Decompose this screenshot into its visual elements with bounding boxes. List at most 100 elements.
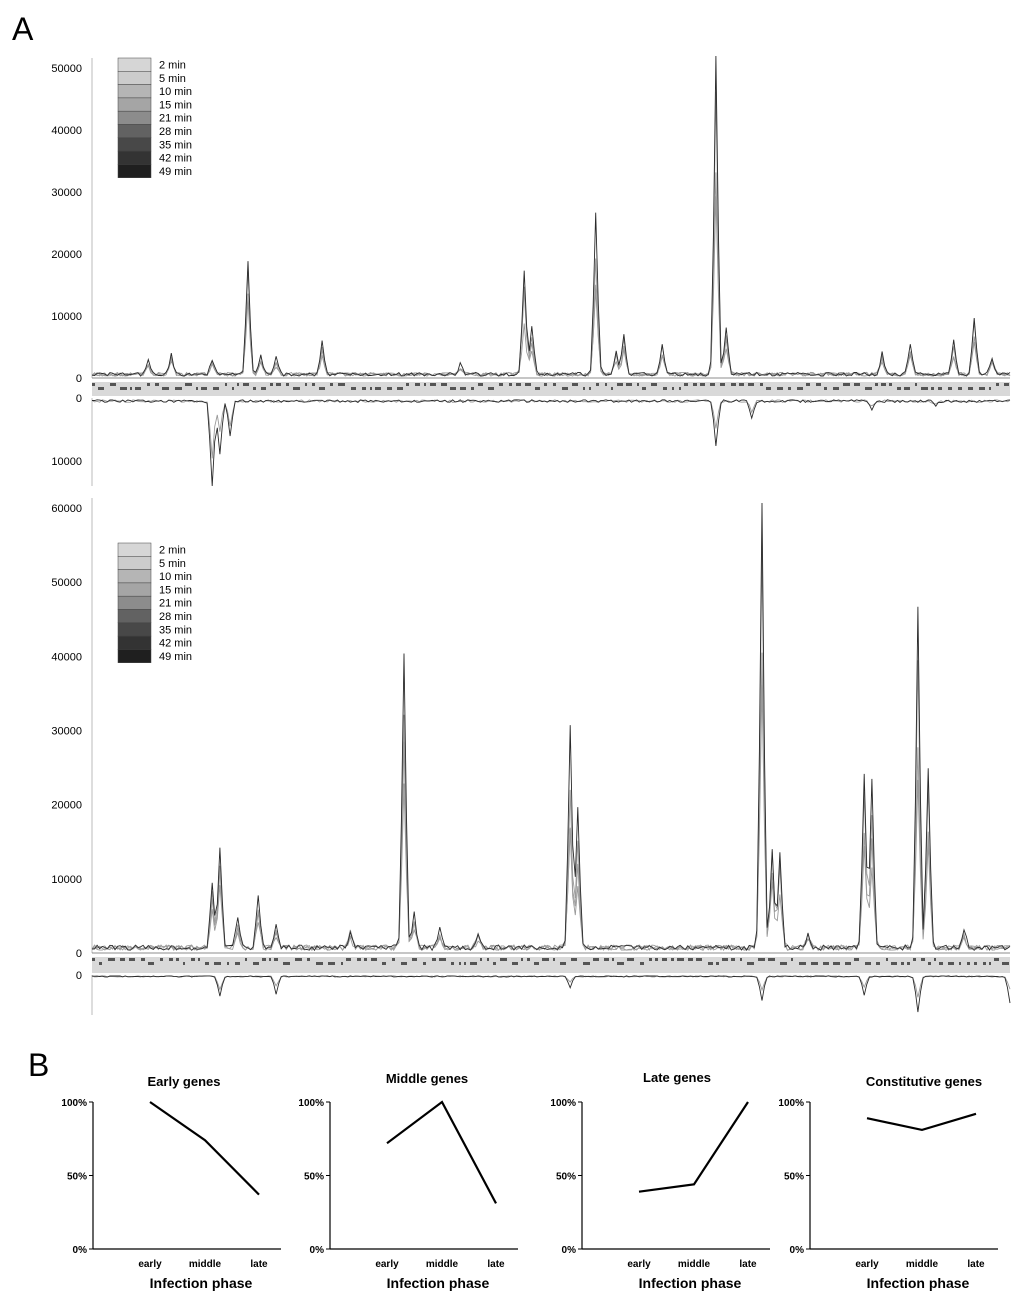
gene-mark: [328, 962, 335, 965]
gene-mark: [708, 962, 713, 965]
legend-swatch: [117, 569, 152, 584]
gene-mark: [611, 387, 613, 390]
gene-chart-title: Late genes: [643, 1070, 711, 1085]
gene-mark: [983, 962, 986, 965]
legend-swatch: [117, 150, 152, 165]
gene-mark: [382, 962, 386, 965]
gene-mark: [994, 958, 999, 961]
gene-mark: [196, 387, 198, 390]
gene-mark: [227, 962, 229, 965]
y-tick-label: 100%: [550, 1098, 576, 1109]
legend-label: 42 min: [159, 153, 192, 165]
gene-mark: [245, 958, 247, 961]
legend-label: 2 min: [159, 60, 186, 72]
y-tick-label: 0%: [310, 1245, 325, 1256]
legend-label: 49 min: [159, 651, 192, 663]
y-tick-label: 10000: [51, 874, 82, 886]
gene-mark: [375, 387, 381, 390]
gene-mark: [544, 383, 547, 386]
y-tick-label: 40000: [51, 651, 82, 663]
gene-mark: [261, 387, 266, 390]
x-tick-label: early: [627, 1259, 651, 1270]
gene-mark: [225, 383, 227, 386]
gene-mark: [293, 387, 300, 390]
gene-mark: [237, 383, 239, 386]
gene-mark: [663, 387, 667, 390]
x-tick-label: late: [739, 1259, 757, 1270]
gene-mark: [596, 383, 599, 386]
gene-mark: [295, 958, 302, 961]
gene-mark: [811, 962, 818, 965]
gene-mark: [642, 387, 646, 390]
gene-mark: [464, 962, 466, 965]
gene-mark: [415, 383, 420, 386]
legend-label: 28 min: [159, 611, 192, 623]
gene-mark: [183, 962, 185, 965]
legend-swatch: [117, 556, 152, 570]
legend-swatch: [117, 635, 152, 650]
gene-mark: [1002, 962, 1009, 965]
y-tick-label: 40000: [51, 125, 82, 137]
gene-mark: [512, 962, 518, 965]
gene-mark: [319, 387, 325, 390]
gene-mark: [731, 958, 735, 961]
gene-mark: [854, 383, 860, 386]
gene-mark: [406, 383, 409, 386]
legend-swatch: [117, 164, 152, 178]
gene-mark: [160, 958, 163, 961]
legend-label: 21 min: [159, 113, 192, 125]
gene-mark: [617, 383, 623, 386]
gene-mark: [371, 958, 377, 961]
gene-mark: [571, 958, 577, 961]
gene-mark: [99, 962, 102, 965]
gene-mark: [169, 958, 173, 961]
gene-mark: [471, 387, 474, 390]
gene-mark: [679, 387, 681, 390]
y-tick-label: 0: [76, 373, 82, 385]
gene-mark: [330, 383, 333, 386]
gene-mark: [833, 962, 840, 965]
legend-swatch: [117, 137, 152, 152]
gene-mark: [470, 962, 477, 965]
gene-mark: [816, 383, 821, 386]
gene-mark: [129, 958, 135, 961]
gene-mark: [915, 383, 917, 386]
gene-mark: [364, 958, 367, 961]
gene-mark: [710, 383, 715, 386]
gene-mark: [791, 958, 793, 961]
gene-mark: [688, 958, 693, 961]
gene-mark: [833, 387, 839, 390]
gene-mark: [627, 958, 634, 961]
gene-mark: [662, 958, 667, 961]
gene-mark: [974, 962, 977, 965]
y-tick-label: 50000: [51, 63, 82, 75]
gene-mark: [672, 387, 674, 390]
gene-mark: [120, 387, 127, 390]
coverage-trace-bottom: [91, 975, 1011, 998]
gene-mark: [451, 962, 454, 965]
legend-label: 42 min: [159, 638, 192, 650]
gene-mark: [392, 958, 395, 961]
gene-mark: [593, 958, 599, 961]
gene-mark: [110, 383, 116, 386]
gene-chart-title: Early genes: [148, 1074, 221, 1089]
gene-mark: [253, 962, 259, 965]
x-tick-label: early: [138, 1259, 162, 1270]
y-tick-label: 30000: [51, 187, 82, 199]
gene-mark: [780, 962, 787, 965]
gene-mark: [677, 958, 684, 961]
gene-mark: [493, 962, 496, 965]
gene-mark: [478, 383, 483, 386]
legend-label: 15 min: [159, 99, 192, 111]
panel-label-a: A: [12, 11, 34, 47]
gene-mark: [412, 958, 417, 961]
coverage-trace-top: [91, 502, 1011, 952]
gene-mark: [191, 958, 195, 961]
legend-swatch: [117, 622, 152, 637]
y-tick-label: 30000: [51, 726, 82, 738]
y-tick-label: 10000: [51, 311, 82, 323]
legend-swatch: [117, 542, 152, 557]
gene-mark: [928, 962, 931, 965]
gene-chart-title: Constitutive genes: [866, 1074, 982, 1089]
gene-mark: [583, 387, 585, 390]
